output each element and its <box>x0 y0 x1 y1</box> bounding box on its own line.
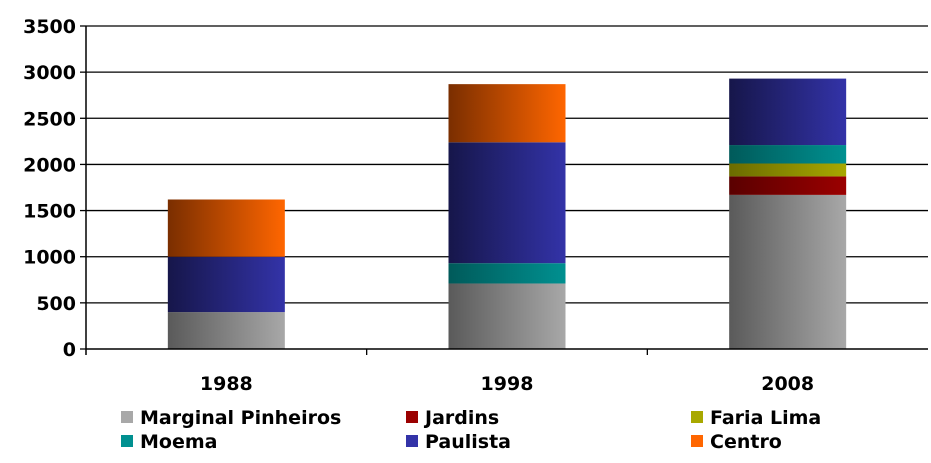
y-tick-label: 3000 <box>23 62 76 84</box>
bar-segment-faria-lima-2008 <box>729 163 847 177</box>
bar-segment-centro-1998 <box>448 84 566 143</box>
y-tick-label: 3500 <box>23 16 76 38</box>
y-tick-label: 2500 <box>23 108 76 130</box>
x-category-label: 1998 <box>481 373 534 395</box>
legend-swatch <box>121 411 133 423</box>
y-tick-label: 1500 <box>23 201 76 223</box>
y-tick-label: 500 <box>36 293 76 315</box>
legend-label: Faria Lima <box>710 407 821 429</box>
bars <box>167 78 847 349</box>
legend-swatch <box>121 435 133 447</box>
bar-segment-centro-1988 <box>167 199 285 257</box>
x-axis-labels: 1988 1998 2008 <box>200 373 814 395</box>
bar-segment-paulista-1988 <box>167 256 285 313</box>
legend-swatch <box>691 435 703 447</box>
legend: Marginal Pinheiros Jardins Faria Lima Moema… <box>121 407 821 453</box>
bar-segment-paulista-2008 <box>729 78 847 146</box>
bar-segment-moema-1998 <box>448 263 566 284</box>
bar-segment-marginal-pinheiros-1988 <box>167 312 285 349</box>
legend-label: Marginal Pinheiros <box>140 407 341 429</box>
bar-segment-marginal-pinheiros-2008 <box>729 194 847 349</box>
y-tick-label: 1000 <box>23 247 76 269</box>
legend-label: Paulista <box>425 431 511 453</box>
axes <box>85 26 928 355</box>
legend-label: Jardins <box>423 407 499 429</box>
y-axis-ticks: 0 500 1000 1500 2000 2500 3000 3500 <box>23 16 86 361</box>
legend-swatch <box>691 411 703 423</box>
y-tick-label: 2000 <box>23 154 76 176</box>
bar-segment-moema-2008 <box>729 145 847 164</box>
bar-segment-paulista-1998 <box>448 142 566 264</box>
legend-label: Centro <box>710 431 782 453</box>
y-tick-label: 0 <box>63 339 76 361</box>
x-category-label: 1988 <box>200 373 253 395</box>
legend-swatch <box>406 411 418 423</box>
bar-segment-marginal-pinheiros-1998 <box>448 283 566 349</box>
bar-segment-jardins-2008 <box>729 176 847 195</box>
legend-swatch <box>406 435 418 447</box>
legend-label: Moema <box>140 431 217 453</box>
x-category-label: 2008 <box>761 373 814 395</box>
